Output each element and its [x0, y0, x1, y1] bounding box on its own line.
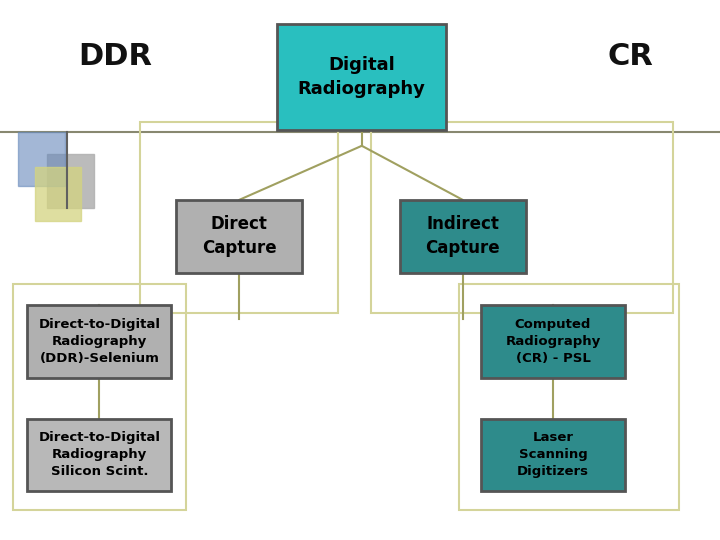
Text: Direct-to-Digital
Radiography
Silicon Scint.: Direct-to-Digital Radiography Silicon Sc…: [38, 431, 161, 478]
Text: Indirect
Capture: Indirect Capture: [426, 215, 500, 257]
FancyBboxPatch shape: [481, 305, 625, 378]
Bar: [18, 132, 65, 186]
FancyBboxPatch shape: [27, 418, 171, 491]
FancyBboxPatch shape: [176, 200, 302, 273]
Text: DDR: DDR: [78, 42, 152, 71]
Text: Direct
Capture: Direct Capture: [202, 215, 276, 257]
Bar: [47, 154, 94, 208]
Text: CR: CR: [607, 42, 653, 71]
Text: Computed
Radiography
(CR) - PSL: Computed Radiography (CR) - PSL: [505, 318, 600, 365]
Bar: [35, 167, 81, 221]
FancyBboxPatch shape: [277, 24, 446, 130]
FancyBboxPatch shape: [27, 305, 171, 378]
FancyBboxPatch shape: [481, 418, 625, 491]
Text: Direct-to-Digital
Radiography
(DDR)-Selenium: Direct-to-Digital Radiography (DDR)-Sele…: [38, 318, 161, 365]
Text: Digital
Radiography: Digital Radiography: [298, 56, 426, 98]
Text: Laser
Scanning
Digitizers: Laser Scanning Digitizers: [517, 431, 589, 478]
FancyBboxPatch shape: [400, 200, 526, 273]
